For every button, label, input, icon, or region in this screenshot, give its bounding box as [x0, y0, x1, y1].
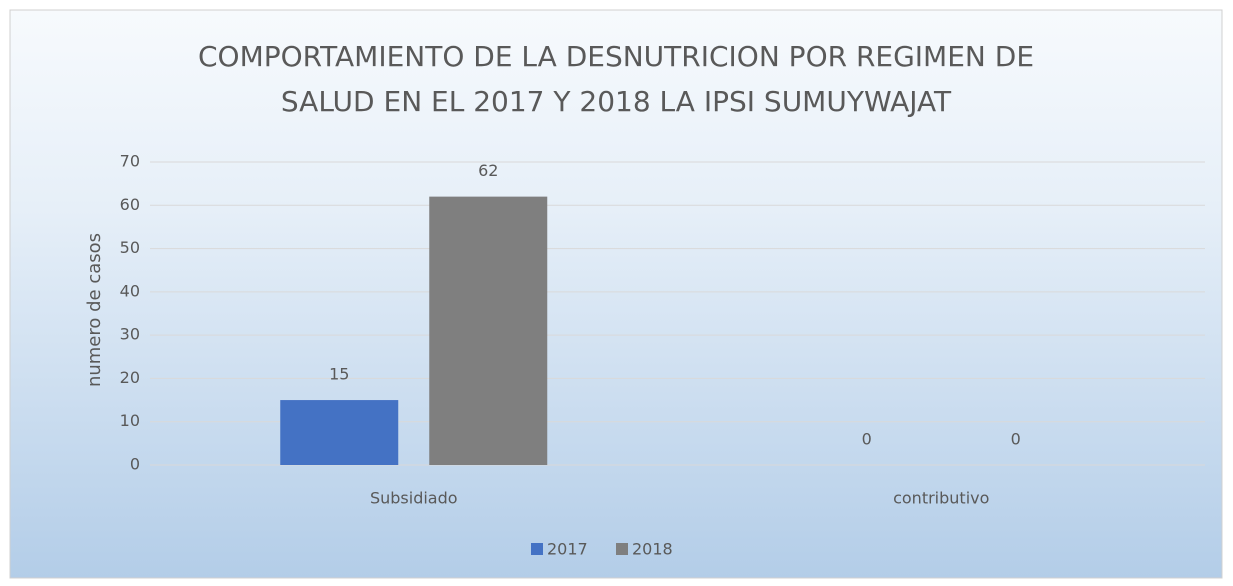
- data-label: 0: [1011, 430, 1021, 449]
- y-tick-label: 20: [120, 368, 140, 387]
- chart-area: [9, 9, 1223, 579]
- y-tick-label: 50: [120, 238, 140, 257]
- chart-title: COMPORTAMIENTO DE LA DESNUTRICION POR RE…: [198, 40, 1034, 73]
- data-label: 15: [329, 365, 349, 384]
- chart-title: SALUD EN EL 2017 Y 2018 LA IPSI SUMUYWAJ…: [281, 85, 952, 118]
- bar: [429, 196, 548, 465]
- y-tick-label: 0: [130, 455, 140, 474]
- legend-swatch: [531, 543, 543, 555]
- y-tick-label: 60: [120, 195, 140, 214]
- y-tick-label: 30: [120, 325, 140, 344]
- legend-swatch: [616, 543, 628, 555]
- data-label: 0: [862, 430, 872, 449]
- bar: [280, 400, 399, 465]
- x-tick-label: Subsidiado: [370, 489, 458, 508]
- y-tick-label: 70: [120, 152, 140, 171]
- data-label: 62: [478, 161, 498, 180]
- x-tick-label: contributivo: [893, 489, 989, 508]
- y-tick-label: 10: [120, 411, 140, 430]
- y-tick-label: 40: [120, 281, 140, 300]
- legend-label: 2018: [632, 540, 673, 559]
- legend-label: 2017: [547, 540, 588, 559]
- y-axis-label: numero de casos: [84, 233, 105, 387]
